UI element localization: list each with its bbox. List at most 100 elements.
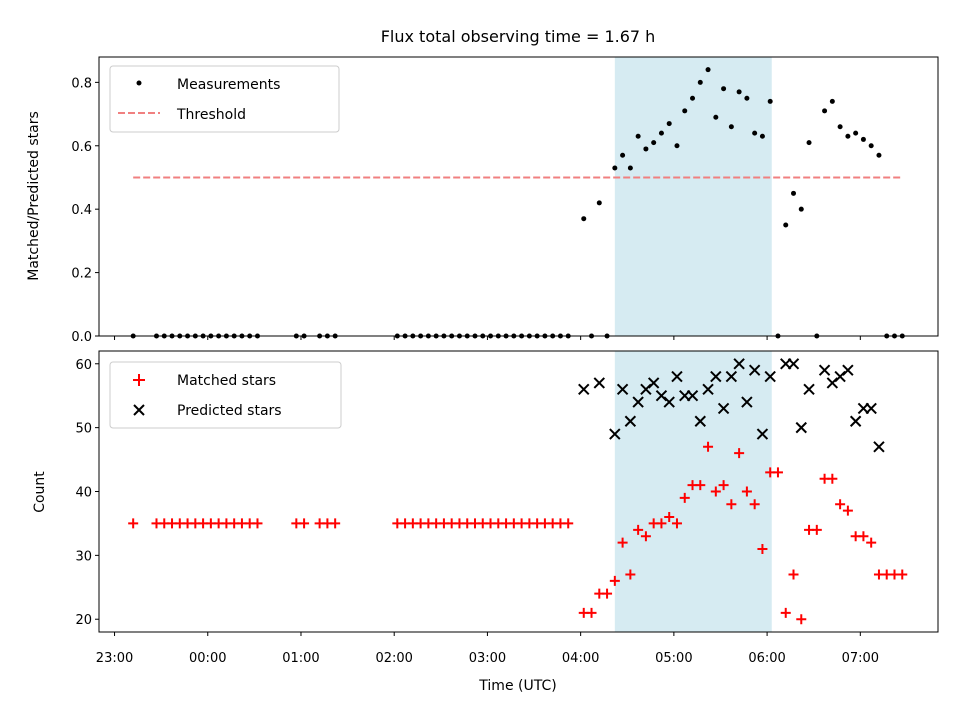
measurements-point-59 — [705, 67, 711, 73]
y-tick-label-2: 0.4 — [71, 203, 92, 218]
count-plot-area — [128, 358, 908, 625]
count-x-ticks: 23:00 00:00 01:00 02:00 03:00 04:00 05:00 06:00… — [96, 632, 879, 666]
measurements-point-57 — [690, 95, 696, 101]
matched-stars-point-71 — [796, 614, 807, 625]
matched-stars-point-48 — [617, 537, 628, 548]
matched-stars-point-51 — [640, 531, 651, 542]
chart-title: Flux total observing time = 1.67 h — [381, 27, 656, 46]
count-legend: Matched stars Predicted stars — [109, 361, 342, 429]
measurements-point-45 — [596, 200, 602, 206]
matched-stars-point-77 — [842, 505, 853, 516]
matched-stars-point-56 — [679, 492, 690, 503]
x-axis-label: Time (UTC) — [478, 678, 556, 694]
legend-label-threshold: Threshold — [176, 107, 246, 123]
matched-stars-point-53 — [656, 518, 667, 529]
measurements-point-71 — [798, 206, 804, 212]
predicted-stars-point-31 — [849, 415, 862, 427]
matched-stars-point-19 — [330, 518, 341, 529]
matched-stars-point-73 — [811, 524, 822, 535]
y-tick-label-3: 50 — [75, 422, 92, 437]
x-tick-label-3: 02:00 — [375, 651, 412, 666]
y-tick-label-4: 60 — [75, 358, 92, 373]
x-tick-label-7: 06:00 — [748, 651, 785, 666]
measurements-point-80 — [868, 143, 874, 149]
y-tick-label-1: 0.2 — [71, 267, 92, 282]
predicted-stars-point-14 — [702, 383, 714, 396]
legend-label-matched: Matched stars — [177, 373, 276, 389]
predicted-stars-point-3 — [616, 383, 629, 396]
matched-stars-point-58 — [695, 480, 706, 491]
predicted-stars-point-26 — [803, 383, 815, 396]
measurements-point-61 — [721, 86, 727, 92]
matched-stars-point-64 — [741, 486, 752, 497]
predicted-stars-point-7 — [647, 377, 660, 389]
matched-stars-point-80 — [866, 537, 877, 548]
matched-stars-point-61 — [718, 480, 729, 491]
predicted-stars-point-1 — [593, 377, 606, 389]
measurements-point-58 — [697, 79, 703, 85]
matched-stars-point-63 — [734, 448, 745, 459]
matched-stars-point-46 — [602, 588, 613, 599]
y-tick-label-4: 0.8 — [71, 76, 92, 91]
measurements-point-69 — [783, 222, 789, 228]
predicted-stars-point-5 — [632, 396, 644, 408]
matched-stars-point-66 — [757, 543, 768, 554]
matched-stars-point-65 — [749, 499, 760, 510]
ratio-y-axis-label: Matched/Predicted stars — [26, 111, 42, 281]
measurements-point-78 — [853, 130, 859, 136]
measurements-point-56 — [682, 108, 688, 114]
matched-stars-point-75 — [827, 473, 838, 484]
predicted-stars-point-12 — [686, 389, 699, 402]
matched-stars-point-47 — [609, 575, 620, 586]
ratio-shaded-span — [614, 57, 772, 336]
measurements-point-52 — [651, 140, 657, 146]
x-tick-label-4: 03:00 — [469, 651, 506, 666]
measurements-point-47 — [612, 165, 618, 171]
count-legend-box — [109, 361, 342, 429]
measurements-point-70 — [791, 190, 797, 196]
measurements-point-65 — [752, 130, 758, 136]
measurements-point-51 — [643, 146, 649, 152]
predicted-stars-point-19 — [741, 396, 753, 408]
ratio-y-ticks: 0.0 0.2 0.4 0.6 0.8 — [71, 76, 99, 345]
matched-stars-point-76 — [835, 499, 846, 510]
predicted-stars-point-20 — [748, 364, 761, 376]
measurements-point-72 — [806, 140, 812, 146]
matched-stars-point-16 — [299, 518, 310, 529]
matched-stars-point-55 — [671, 518, 682, 529]
y-tick-label-3: 0.6 — [71, 140, 92, 155]
measurements-point-74 — [822, 108, 828, 114]
matched-stars-point-60 — [710, 486, 721, 497]
y-tick-label-0: 0.0 — [71, 330, 92, 345]
ratio-panel: Flux total observing time = 1.67 h 0.00.… — [26, 27, 939, 345]
predicted-stars-point-15 — [710, 370, 722, 383]
matched-stars-point-70 — [788, 569, 799, 580]
matched-stars-point-14 — [252, 518, 263, 529]
predicted-stars-point-2 — [609, 428, 621, 440]
x-tick-label-1: 00:00 — [189, 651, 226, 666]
predicted-stars-point-25 — [795, 421, 807, 434]
measurements-point-49 — [627, 165, 633, 171]
measurements-point-48 — [620, 152, 626, 158]
count-y-ticks: 20 30 40 50 60 — [75, 358, 99, 628]
predicted-stars-point-27 — [818, 364, 831, 376]
matched-stars-point-84 — [897, 569, 908, 580]
matched-stars-point-0 — [128, 518, 139, 529]
legend-marker-matched — [133, 374, 145, 386]
measurements-point-54 — [666, 121, 672, 127]
x-tick-label-2: 01:00 — [282, 651, 319, 666]
measurements-point-55 — [674, 143, 680, 149]
measurements-point-53 — [658, 130, 664, 136]
predicted-stars-point-0 — [578, 383, 590, 396]
matched-stars-point-54 — [664, 512, 675, 523]
measurements-point-50 — [635, 133, 641, 139]
x-tick-label-5: 04:00 — [562, 651, 599, 666]
matched-stars-point-44 — [586, 607, 597, 618]
measurements-point-63 — [736, 89, 742, 95]
measurements-point-75 — [829, 98, 835, 104]
legend-label-measurements: Measurements — [177, 77, 280, 93]
x-tick-label-6: 05:00 — [655, 651, 692, 666]
matched-stars-point-50 — [633, 524, 644, 535]
matched-stars-point-42 — [563, 518, 574, 529]
